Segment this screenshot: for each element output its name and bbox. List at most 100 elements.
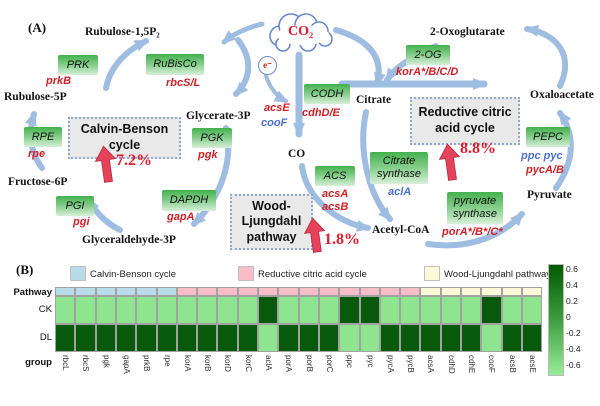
column-label: pycA: [386, 355, 395, 373]
row-label-pathway: Pathway: [13, 287, 52, 298]
pathway-cell: [197, 287, 217, 296]
colorbar: [548, 264, 564, 376]
heatmap-cell: [217, 324, 238, 352]
metabolite-pyruvate: Pyruvate: [527, 189, 572, 201]
heatmap-cell: [278, 296, 299, 324]
column-label: pycB: [406, 355, 415, 373]
heatmap-cell: [400, 324, 420, 352]
metabolite-oxaloacetate: Oxaloacetate: [530, 89, 594, 101]
pathway-cell: [522, 287, 542, 296]
heatmap-cell: [136, 296, 157, 324]
electron-badge: e⁻: [258, 56, 277, 75]
colorbar-tick: 0.2: [566, 296, 578, 306]
heatmap-cell: [96, 324, 116, 352]
gene-label-acsb: acsB: [322, 201, 349, 213]
heatmap-cell: [197, 296, 217, 324]
gene-label-por: porA*/B*/C*: [442, 226, 503, 238]
column-label: acsA: [426, 355, 435, 373]
column-label: rpe: [163, 355, 172, 367]
pathway-cell: [217, 287, 238, 296]
heatmap-cell: [177, 296, 197, 324]
metabolite-rubulose-5p: Rubulose-5P: [4, 91, 67, 103]
pathway-cell: [420, 287, 441, 296]
flux-arrow: [333, 27, 386, 87]
heatmap-cell: [522, 324, 542, 352]
gene-label-pgk: pgk: [198, 149, 218, 161]
heatmap-cell: [177, 324, 197, 352]
enzyme-box-pgk: PGK: [192, 128, 232, 148]
heatmap-cell: [502, 296, 522, 324]
heatmap-cell: [157, 324, 177, 352]
panel-b-label: (B): [16, 262, 34, 277]
flux-arrow: [425, 211, 525, 249]
enzyme-box-codh: CODH: [304, 84, 350, 104]
pathway-cell: [157, 287, 177, 296]
pathway-box-calvin-benson: Calvin-Benson cycle: [68, 117, 181, 159]
heatmap: rbcL rbcS pgk gapA prkB rpe korA korB korD korC ac…: [55, 287, 544, 374]
pathway-cell: [502, 287, 522, 296]
gene-label-ppc-pyc: ppc pyc: [521, 150, 563, 162]
gene-label-rpe: rpe: [28, 148, 46, 160]
heatmap-cell: [96, 296, 116, 324]
legend-swatch-wood: [424, 266, 440, 281]
heatmap-cell: [420, 324, 441, 352]
gene-label-pgi: pgi: [73, 216, 90, 228]
column-label: korC: [244, 355, 253, 372]
legend-label-reductive: Reductive citric acid cycle: [258, 269, 367, 280]
column-label: porC: [325, 355, 334, 373]
heatmap-cell: [339, 324, 360, 352]
co2-label: CO₂: [288, 24, 314, 39]
enzyme-box-pyruvate-synthase: pyruvate synthase: [447, 192, 503, 224]
gene-label-cdhde: cdhD/E: [302, 107, 340, 119]
heatmap-cell: [319, 324, 339, 352]
enzyme-box-pgi: PGI: [56, 196, 94, 216]
heatmap-cell: [481, 296, 502, 324]
flux-arrow: [221, 21, 265, 45]
column-label: pyc: [366, 355, 375, 368]
heatmap-cell: [441, 324, 461, 352]
heatmap-cell: [258, 324, 278, 352]
column-label: cdhE: [467, 355, 476, 374]
pathway-cell: [116, 287, 136, 296]
gene-label-acla: aclA: [388, 186, 412, 198]
heatmap-cell: [441, 296, 461, 324]
heatmap-cell: [461, 324, 481, 352]
legend-swatch-calvin: [70, 266, 86, 281]
heatmap-cell: [360, 324, 380, 352]
metabolite-co: CO: [288, 148, 306, 160]
legend-swatch-reductive: [238, 266, 254, 281]
axis-label-group: group: [25, 357, 52, 368]
heatmap-cell: [197, 324, 217, 352]
heatmap-cell: [116, 296, 136, 324]
heatmap-cell: [522, 296, 542, 324]
heatmap-cell: [380, 324, 400, 352]
heatmap-cell: [75, 324, 96, 352]
heatmap-cell: [400, 296, 420, 324]
enzyme-box-citrate-synthase: Citrate synthase: [370, 152, 428, 184]
column-label: korB: [203, 355, 212, 372]
heatmap-cell: [238, 324, 258, 352]
column-label: cdhD: [447, 355, 456, 374]
pathway-cell: [299, 287, 319, 296]
row-label-ck: CK: [38, 304, 52, 315]
enzyme-box-pepc: PEPC: [526, 127, 570, 147]
heatmap-cell: [278, 324, 299, 352]
column-label: cooF: [487, 355, 496, 373]
gene-label-prkb: prkB: [46, 75, 72, 87]
heatmap-cell: [238, 296, 258, 324]
metabolite-fructose-6p: Fructose-6P: [8, 176, 68, 188]
heatmap-cell: [157, 296, 177, 324]
metabolite-citrate: Citrate: [356, 94, 392, 106]
pathway-cell: [380, 287, 400, 296]
pathway-cell: [136, 287, 157, 296]
column-label: pgk: [102, 355, 111, 368]
row-label-dl: DL: [39, 332, 52, 343]
column-label: acsB: [508, 355, 517, 373]
heatmap-cell: [75, 296, 96, 324]
column-label: prkB: [142, 355, 151, 372]
co2-cloud: [269, 13, 333, 52]
enzyme-box-rpe: RPE: [24, 127, 62, 147]
heatmap-cell: [55, 324, 75, 352]
heatmap-cell: [481, 324, 502, 352]
heatmap-cell: [136, 324, 157, 352]
